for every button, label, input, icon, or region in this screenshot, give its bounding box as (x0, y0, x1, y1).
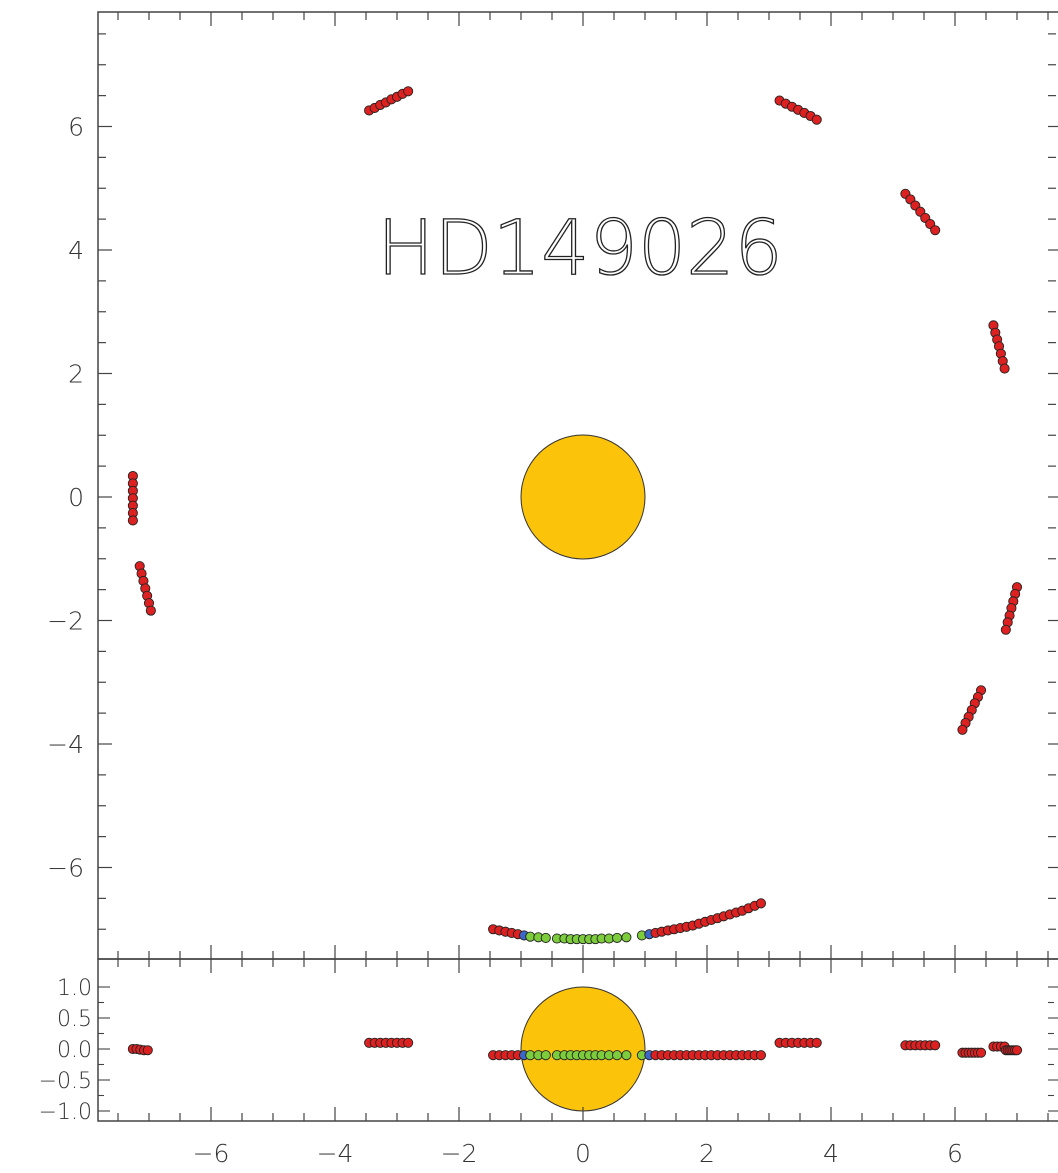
x-tick-label: 4 (823, 1139, 839, 1168)
x-tick-label: 2 (699, 1139, 715, 1168)
planet-position-point (541, 933, 550, 942)
planet-position-point (613, 1051, 622, 1060)
x-tick-label: −6 (193, 1139, 230, 1168)
planet-position-point (128, 516, 137, 525)
star-disk (521, 435, 645, 559)
star-layer (521, 435, 645, 559)
y-tick-label: 1.0 (57, 976, 92, 1001)
planet-position-point (143, 1046, 152, 1055)
x-tick-label: 0 (575, 1139, 591, 1168)
y-tick-label: 0.0 (57, 1038, 92, 1063)
planet-position-point (1000, 364, 1009, 373)
star-layer (521, 987, 645, 1111)
planet-position-point (404, 1038, 413, 1047)
planet-position-point (146, 606, 155, 615)
y-tick-label: 4 (68, 236, 84, 265)
x-tick-label: 6 (947, 1139, 963, 1168)
planet-position-point (812, 115, 821, 124)
x-tick-label: −2 (441, 1139, 478, 1168)
planet-position-point (931, 1041, 940, 1050)
y-tick-label: −0.5 (39, 1069, 92, 1094)
y-tick-label: −4 (47, 730, 84, 759)
y-tick-label: 0 (68, 483, 84, 512)
planet-position-point (622, 1051, 631, 1060)
y-tick-label: 2 (68, 360, 84, 389)
planet-position-point (622, 933, 631, 942)
x-tick-label: −4 (317, 1139, 354, 1168)
y-tick-label: −2 (47, 607, 84, 636)
planet-position-point (1001, 625, 1010, 634)
y-tick-label: −1.0 (39, 1100, 92, 1125)
planet-position-point (931, 226, 940, 235)
star-disk (521, 987, 645, 1111)
y-tick-label: 0.5 (57, 1007, 92, 1032)
planet-position-point (756, 1051, 765, 1060)
y-tick-label: −6 (47, 854, 84, 883)
planet-position-point (976, 1048, 985, 1057)
planet-position-point (613, 933, 622, 942)
y-tick-label: 6 (68, 113, 84, 142)
planet-position-point (404, 87, 413, 96)
planet-position-point (756, 899, 765, 908)
planet-position-point (812, 1038, 821, 1047)
chart-title: HD149026 (377, 203, 783, 292)
planet-position-point (958, 725, 967, 734)
planet-position-point (1012, 1046, 1021, 1055)
planet-position-point (541, 1051, 550, 1060)
